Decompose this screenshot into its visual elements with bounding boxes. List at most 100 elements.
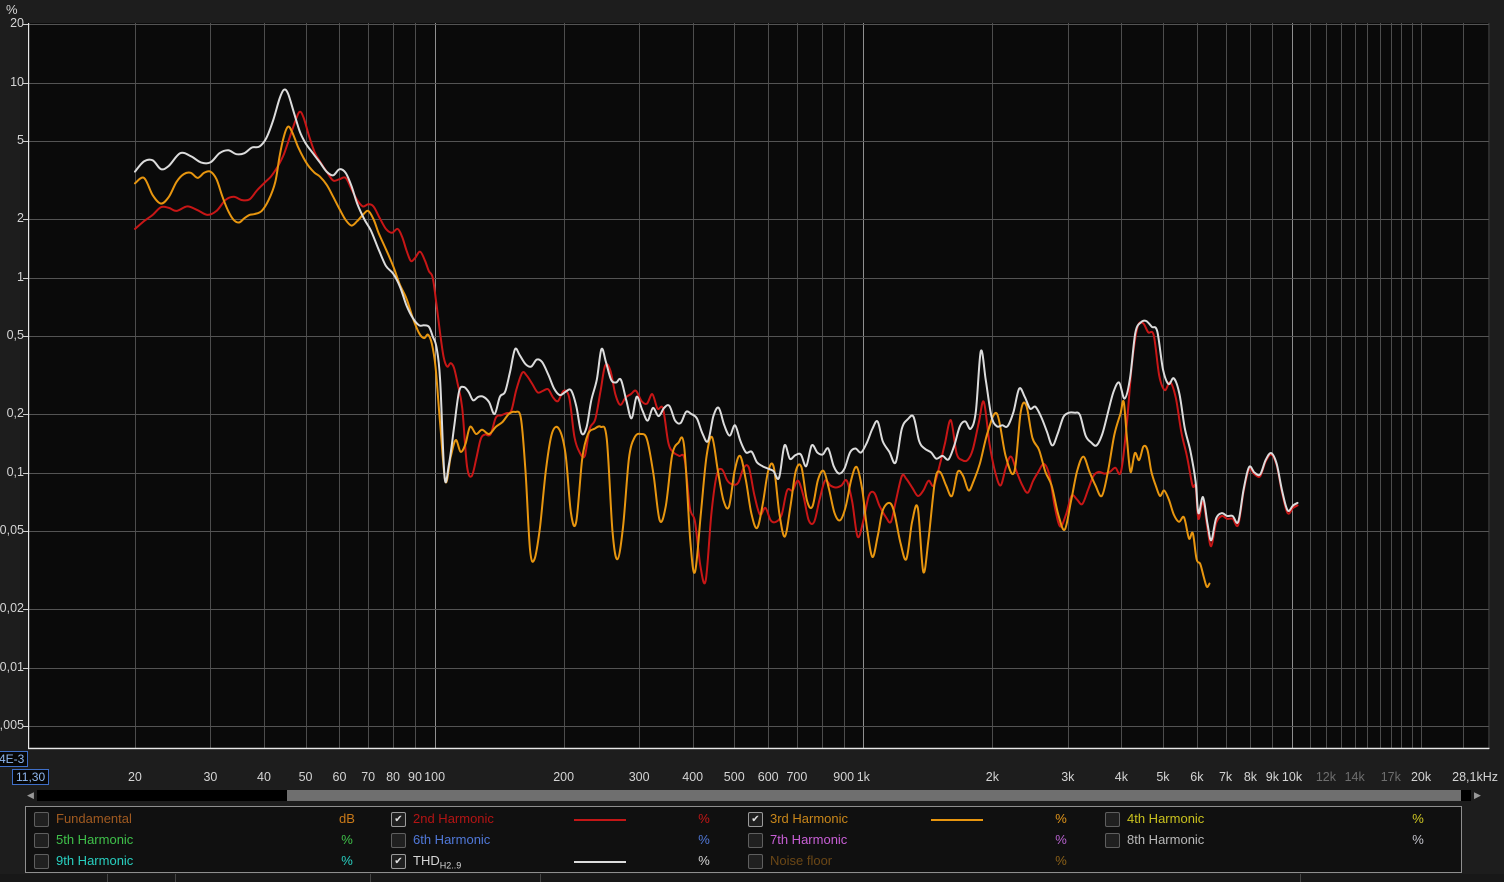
checkbox-4th-harmonic[interactable] [1105,812,1120,827]
x-tick-label: 14k [1344,770,1365,784]
y-tick-mark [23,278,28,279]
legend-label-thd: THDH2..9 [413,853,462,871]
legend-label-4th-harmonic: 4th Harmonic [1127,811,1205,826]
y-tick-label: 0,2 [6,406,24,420]
panel-divider [540,874,541,882]
checkbox-thd[interactable]: ✔ [391,854,406,869]
x-tick-label: 70 [361,770,376,784]
checkbox-6th-harmonic[interactable] [391,833,406,848]
legend-item-8th-harmonic: 8th Harmonic% [1105,831,1460,850]
checkbox-9th-harmonic[interactable] [34,854,49,869]
checkbox-noise-floor[interactable] [748,854,763,869]
legend-label-3rd-harmonic: 3rd Harmonic [770,811,849,826]
x-tick-label: 6k [1190,770,1204,784]
x-tick-label: 3k [1061,770,1075,784]
legend-unit-4th-harmonic: % [1412,811,1424,826]
legend-item-thd: ✔ THDH2..9% [391,852,746,871]
legend-unit-6th-harmonic: % [698,832,710,847]
y-tick-label: 5 [17,133,24,148]
y-tick-label: 0,5 [6,328,24,343]
y-tick-label: 10 [10,74,24,89]
legend-line-sample-2nd-harmonic [574,819,626,821]
legend-label-8th-harmonic: 8th Harmonic [1127,832,1205,847]
x-tick-label: 1k [856,770,870,784]
x-tick-label: 2k [985,770,999,784]
x-tick-label: 40 [257,770,271,784]
y-tick-mark [23,473,28,474]
x-tick-label: 700 [786,770,808,784]
x-tick-label: 12k [1315,770,1337,784]
x-tick-label: 300 [628,770,650,784]
y-tick-mark [23,141,28,142]
panel-divider [1300,874,1301,882]
scroll-right-arrow-icon[interactable]: ▶ [1474,790,1481,800]
checkbox-5th-harmonic[interactable] [34,833,49,848]
y-tick-label: 1 [17,269,24,284]
checkbox-fundamental[interactable] [34,812,49,827]
y-tick-mark [23,219,28,220]
checkbox-3rd-harmonic[interactable]: ✔ [748,812,763,827]
bottom-panel-edge [0,874,1504,882]
checkbox-8th-harmonic[interactable] [1105,833,1120,848]
y-tick-label: 0,01 [0,659,24,674]
legend-item-5th-harmonic: 5th Harmonic% [34,831,389,850]
legend-unit-8th-harmonic: % [1412,832,1424,847]
legend-unit-fundamental: dB [339,811,355,826]
plot-background [28,23,1490,750]
x-tick-label: 17k [1380,770,1401,784]
curve-2nd-harmonic [134,110,1299,585]
legend-unit-7th-harmonic: % [1055,832,1067,847]
x-tick-label: 8k [1243,770,1258,784]
x-tick-label: 100 [424,770,446,784]
legend-item-3rd-harmonic: ✔ 3rd Harmonic% [748,810,1103,829]
scroll-left-arrow-icon[interactable]: ◀ [27,790,34,800]
scrollbar-track[interactable] [37,790,1471,801]
legend-unit-5th-harmonic: % [341,832,353,847]
legend-line-sample-thd [574,861,626,863]
legend-item-noise-floor: Noise floor% [748,852,1103,871]
x-tick-label: 900 [833,770,855,784]
legend-label-fundamental: Fundamental [56,811,132,826]
legend-item-6th-harmonic: 6th Harmonic% [391,831,746,850]
x-tick-label: 28,1kHz [1452,770,1498,784]
x-tick-label: 600 [757,770,779,784]
x-tick-label: 5k [1156,770,1170,784]
curve-3rd-harmonic [134,125,1211,588]
legend-item-9th-harmonic: 9th Harmonic% [34,852,389,871]
horizontal-scrollbar[interactable]: ◀ ▶ [24,789,1484,802]
x-tick-label: 10k [1281,770,1303,784]
distortion-plot[interactable] [28,23,1490,750]
panel-divider [107,874,108,882]
y-tick-mark [23,726,28,727]
y-tick-mark [23,668,28,669]
legend-label-6th-harmonic: 6th Harmonic [413,832,491,847]
legend-item-7th-harmonic: 7th Harmonic% [748,831,1103,850]
checkbox-2nd-harmonic[interactable]: ✔ [391,812,406,827]
x-tick-label: 4k [1114,770,1128,784]
legend-label-subscript: H2..9 [439,860,462,871]
y-tick-mark [23,414,28,415]
scrollbar-thumb[interactable] [287,790,1461,801]
panel-divider [175,874,176,882]
legend-unit-noise-floor: % [1055,853,1067,868]
y-tick-label: 20 [10,16,24,30]
legend-label-7th-harmonic: 7th Harmonic [770,832,848,847]
x-tick-label: 200 [553,770,575,784]
legend-item-4th-harmonic: 4th Harmonic% [1105,810,1460,829]
y-tick-mark [23,609,28,610]
y-min-readout[interactable]: 4E-3 [0,751,29,767]
y-tick-label: 0,02 [0,601,24,615]
legend-unit-9th-harmonic: % [341,853,353,868]
y-tick-mark [23,24,28,25]
x-tick-label: 90 [408,770,422,784]
legend-item-fundamental: Fundamental dB [34,810,389,829]
y-tick-label: 0,1 [6,464,24,479]
y-tick-label: 0,05 [0,523,24,538]
y-tick-mark [23,336,28,337]
x-tick-label: 20k [1410,770,1432,784]
legend-label-5th-harmonic: 5th Harmonic [56,832,134,847]
x-min-readout[interactable]: 11,30 [12,769,50,785]
checkbox-7th-harmonic[interactable] [748,833,763,848]
legend-line-sample-3rd-harmonic [931,819,983,821]
